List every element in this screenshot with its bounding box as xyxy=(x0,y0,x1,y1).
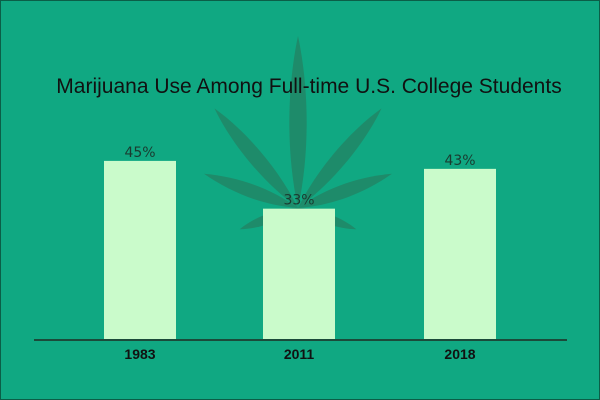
x-tick-label-1983: 1983 xyxy=(124,346,155,362)
cannabis-leaf-icon xyxy=(204,36,392,233)
leaf-blades xyxy=(204,36,392,230)
x-tick-label-2011: 2011 xyxy=(284,346,315,362)
value-label-1983: 45% xyxy=(124,145,155,161)
x-tick-labels-group: 1983 2011 2018 xyxy=(124,346,475,362)
x-tick-label-2018: 2018 xyxy=(444,346,475,362)
bars-group xyxy=(104,160,496,340)
value-labels-group: 45% 33% 43% xyxy=(124,145,475,209)
bar-2018 xyxy=(424,168,496,340)
value-label-2018: 43% xyxy=(444,153,475,169)
chart-title: Marijuana Use Among Full-time U.S. Colle… xyxy=(56,75,561,98)
bar-2011 xyxy=(263,208,335,340)
bar-1983 xyxy=(104,160,176,340)
value-label-2011: 33% xyxy=(283,193,314,209)
